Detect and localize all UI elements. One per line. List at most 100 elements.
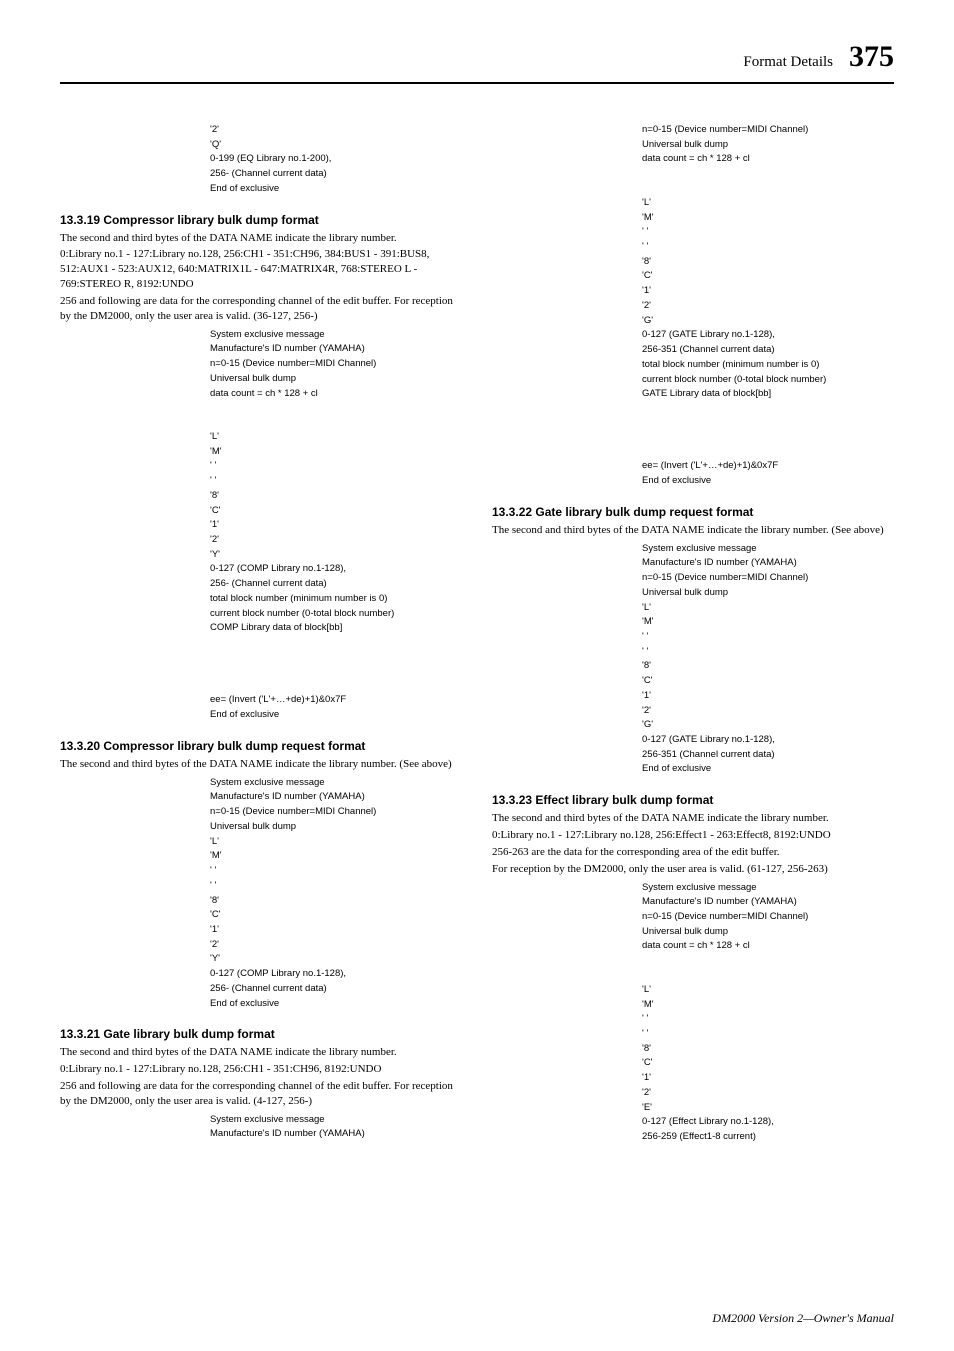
body-text: The second and third bytes of the DATA N… — [60, 231, 462, 246]
data-item: 'M' — [210, 445, 462, 460]
right-column: n=0-15 (Device number=MIDI Channel)Unive… — [492, 119, 894, 1149]
body-text: The second and third bytes of the DATA N… — [492, 811, 894, 826]
data-item: n=0-15 (Device number=MIDI Channel) — [642, 910, 894, 925]
section-heading-s23: 13.3.23 Effect library bulk dump format — [492, 793, 894, 807]
data-item: GATE Library data of block[bb] — [642, 387, 894, 402]
data-item: End of exclusive — [210, 708, 462, 723]
data-item: Universal bulk dump — [210, 820, 462, 835]
data-item: '8' — [642, 659, 894, 674]
data-item: 'G' — [642, 718, 894, 733]
data-item: System exclusive message — [642, 881, 894, 896]
data-item: '2' — [210, 938, 462, 953]
data-item: ' ' — [642, 630, 894, 645]
data-item: 'L' — [210, 835, 462, 850]
data-item: Manufacture's ID number (YAMAHA) — [642, 556, 894, 571]
data-item: '2' — [210, 123, 462, 138]
section-heading-s20: 13.3.20 Compressor library bulk dump req… — [60, 739, 462, 753]
data-item: '1' — [210, 518, 462, 533]
data-item: End of exclusive — [210, 182, 462, 197]
data-item — [210, 650, 462, 665]
data-item: current block number (0-total block numb… — [642, 373, 894, 388]
data-item: '1' — [210, 923, 462, 938]
data-item: '2' — [642, 704, 894, 719]
data-item: 'L' — [642, 196, 894, 211]
data-item: Universal bulk dump — [642, 586, 894, 601]
data-item: n=0-15 (Device number=MIDI Channel) — [210, 357, 462, 372]
data-item: 'M' — [642, 615, 894, 630]
section-body-s22: The second and third bytes of the DATA N… — [492, 523, 894, 538]
page-header: Format Details 375 — [60, 40, 894, 84]
data-item: '8' — [642, 1042, 894, 1057]
data-item: 256- (Channel current data) — [210, 167, 462, 182]
data-item: '1' — [642, 284, 894, 299]
data-item: 'E' — [642, 1101, 894, 1116]
data-item: 256- (Channel current data) — [210, 982, 462, 997]
data-item: 0-127 (COMP Library no.1-128), — [210, 562, 462, 577]
data-item: End of exclusive — [642, 762, 894, 777]
data-item — [642, 445, 894, 460]
body-text: The second and third bytes of the DATA N… — [60, 1045, 462, 1060]
data-item: ' ' — [210, 864, 462, 879]
data-item: 'M' — [642, 211, 894, 226]
data-item: 256-259 (Effect1-8 current) — [642, 1130, 894, 1145]
section-heading-s22: 13.3.22 Gate library bulk dump request f… — [492, 505, 894, 519]
data-item — [642, 968, 894, 983]
data-item: 'C' — [642, 1056, 894, 1071]
data-item: 'L' — [210, 430, 462, 445]
content-columns: '2''Q'0-199 (EQ Library no.1-200),256- (… — [60, 119, 894, 1149]
data-item: ee= (Invert ('L'+…+de)+1)&0x7F — [210, 693, 462, 708]
body-text: 0:Library no.1 - 127:Library no.128, 256… — [492, 828, 894, 843]
data-item: ' ' — [642, 1027, 894, 1042]
data-item: Manufacture's ID number (YAMAHA) — [210, 1127, 462, 1142]
data-item: 0-127 (GATE Library no.1-128), — [642, 328, 894, 343]
body-text: 256-263 are the data for the correspondi… — [492, 845, 894, 860]
data-item: 'C' — [642, 269, 894, 284]
data-item: Universal bulk dump — [642, 138, 894, 153]
data-item: ' ' — [642, 240, 894, 255]
data-list-s23: System exclusive messageManufacture's ID… — [642, 881, 894, 1145]
data-item: End of exclusive — [210, 997, 462, 1012]
data-item: total block number (minimum number is 0) — [642, 358, 894, 373]
data-item: ' ' — [210, 879, 462, 894]
body-text: 0:Library no.1 - 127:Library no.128, 256… — [60, 247, 462, 292]
data-item: 256-351 (Channel current data) — [642, 748, 894, 763]
data-item: ' ' — [642, 225, 894, 240]
body-text: 0:Library no.1 - 127:Library no.128, 256… — [60, 1062, 462, 1077]
data-item: 'M' — [210, 849, 462, 864]
body-text: The second and third bytes of the DATA N… — [60, 757, 462, 772]
data-item: Manufacture's ID number (YAMAHA) — [210, 342, 462, 357]
data-item: ' ' — [210, 474, 462, 489]
data-item: ' ' — [642, 1012, 894, 1027]
data-item: 0-127 (COMP Library no.1-128), — [210, 967, 462, 982]
body-text: 256 and following are data for the corre… — [60, 294, 462, 324]
body-text: For reception by the DM2000, only the us… — [492, 862, 894, 877]
pre-data-list-left: '2''Q'0-199 (EQ Library no.1-200),256- (… — [210, 123, 462, 197]
data-item: 0-127 (Effect Library no.1-128), — [642, 1115, 894, 1130]
data-item: 'G' — [642, 314, 894, 329]
data-item: '8' — [210, 894, 462, 909]
data-item: ' ' — [642, 645, 894, 660]
data-item: ' ' — [210, 459, 462, 474]
data-item: 0-127 (GATE Library no.1-128), — [642, 733, 894, 748]
pre-data-list-right: n=0-15 (Device number=MIDI Channel)Unive… — [642, 123, 894, 489]
data-item: System exclusive message — [642, 542, 894, 557]
data-item — [210, 415, 462, 430]
section-body-s19: The second and third bytes of the DATA N… — [60, 231, 462, 324]
data-item: 'C' — [210, 504, 462, 519]
data-item: data count = ch * 128 + cl — [210, 387, 462, 402]
data-item: 'M' — [642, 998, 894, 1013]
data-item: End of exclusive — [642, 474, 894, 489]
data-item — [210, 679, 462, 694]
data-item: Universal bulk dump — [210, 372, 462, 387]
data-item: 0-199 (EQ Library no.1-200), — [210, 152, 462, 167]
data-list-s19: System exclusive messageManufacture's ID… — [210, 328, 462, 723]
data-item: '2' — [642, 1086, 894, 1101]
body-text: The second and third bytes of the DATA N… — [492, 523, 894, 538]
data-item: 'Q' — [210, 138, 462, 153]
data-item: 'L' — [642, 601, 894, 616]
data-item: 'C' — [642, 674, 894, 689]
data-item: System exclusive message — [210, 1113, 462, 1128]
data-item — [642, 181, 894, 196]
data-item: COMP Library data of block[bb] — [210, 621, 462, 636]
data-item: Universal bulk dump — [642, 925, 894, 940]
